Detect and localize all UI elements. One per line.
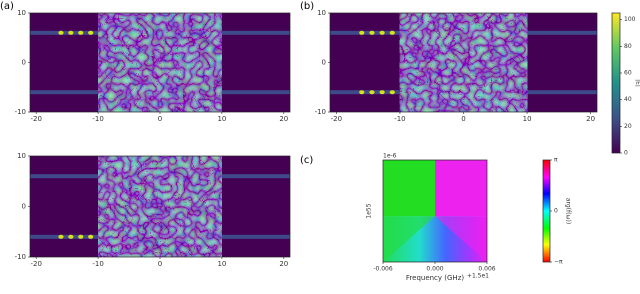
y-tick-label: 0 <box>22 59 26 67</box>
colorbar-label: arg(f(ω)) <box>565 198 572 224</box>
waveguide <box>330 31 400 35</box>
waveguide <box>30 174 98 178</box>
x-tick-label: -20 <box>331 115 342 123</box>
panel-label: (b) <box>300 1 314 12</box>
mode-spot <box>58 235 63 239</box>
colorbar-tick-label: 0 <box>554 208 558 215</box>
x-tick-label: 10 <box>217 115 226 123</box>
waveguide <box>30 235 98 239</box>
x-tick-label: -20 <box>30 260 41 268</box>
mode-spot <box>359 31 364 35</box>
y-tick-label: -10 <box>15 253 26 261</box>
colorbar-tick-label: 60 <box>624 70 632 77</box>
y-tick-label: 10 <box>17 152 26 160</box>
mode-spot <box>380 31 385 35</box>
y-tick-label: 0 <box>322 59 326 67</box>
y-tick-label: -10 <box>15 108 26 116</box>
y-tick-label: 10 <box>317 9 326 17</box>
x-tick-label: 20 <box>586 115 595 123</box>
x-tick-label: 20 <box>279 115 288 123</box>
mode-spot <box>88 31 93 35</box>
panel-label: (a) <box>0 1 14 12</box>
mode-spot <box>380 90 385 94</box>
x-tick-label: -10 <box>92 115 103 123</box>
mode-spot <box>78 235 83 239</box>
x-tick-label: -10 <box>92 260 103 268</box>
colorbar-tick-label: −π <box>554 259 563 266</box>
mode-spot <box>68 235 73 239</box>
x-tick-label: -0.006 <box>373 266 393 273</box>
mode-spot <box>369 31 374 35</box>
mode-spot <box>390 90 395 94</box>
waveguide <box>222 31 290 35</box>
x-tick-label: -20 <box>30 115 41 123</box>
y-axis-label: 1e55 <box>366 203 373 218</box>
y-offset: 1e-6 <box>383 153 397 160</box>
x-tick-label: 10 <box>523 115 532 123</box>
x-tick-label: 0.000 <box>426 266 443 273</box>
mode-spot <box>390 31 395 35</box>
colorbar-tick-label: π <box>554 157 558 164</box>
x-tick-label: 20 <box>279 260 288 268</box>
scattering-region <box>98 13 222 112</box>
y-tick-label: 10 <box>17 9 26 17</box>
waveguide <box>30 90 98 94</box>
colorbar-tick-label: 80 <box>624 43 632 50</box>
colorbar <box>543 160 550 262</box>
colorbar-tick-label: 40 <box>624 96 632 103</box>
y-tick-label: 0 <box>22 203 26 211</box>
colorbar-tick-label: 0 <box>624 150 628 157</box>
phase-right <box>435 160 487 216</box>
y-tick-label: -10 <box>315 108 326 116</box>
x-axis-label: Frequency (GHz) <box>406 274 464 282</box>
colorbar-label: |E| <box>635 79 640 87</box>
mode-spot <box>78 31 83 35</box>
phase-left <box>383 160 435 216</box>
waveguide <box>527 31 597 35</box>
colorbar-tick-label: 100 <box>624 16 636 23</box>
waveguide <box>30 31 98 35</box>
x-tick-label: 10 <box>217 260 226 268</box>
scattering-region <box>400 13 527 112</box>
mode-spot <box>369 90 374 94</box>
x-tick-label: 0 <box>158 115 162 123</box>
colorbar-tick-label: 20 <box>624 123 632 130</box>
waveguide <box>330 90 400 94</box>
waveguide <box>222 235 290 239</box>
panel-label: (c) <box>300 155 313 166</box>
waveguide <box>222 174 290 178</box>
colorbar <box>612 13 620 153</box>
x-tick-label: 0.006 <box>478 266 495 273</box>
waveguide <box>222 90 290 94</box>
scattering-region <box>98 156 222 257</box>
x-tick-label: 0 <box>461 115 465 123</box>
x-offset: +1.5e1 <box>467 273 489 280</box>
mode-spot <box>359 90 364 94</box>
waveguide <box>527 90 597 94</box>
mode-spot <box>58 31 63 35</box>
mode-spot <box>88 235 93 239</box>
x-tick-label: -10 <box>394 115 405 123</box>
mode-spot <box>68 31 73 35</box>
x-tick-label: 0 <box>158 260 162 268</box>
